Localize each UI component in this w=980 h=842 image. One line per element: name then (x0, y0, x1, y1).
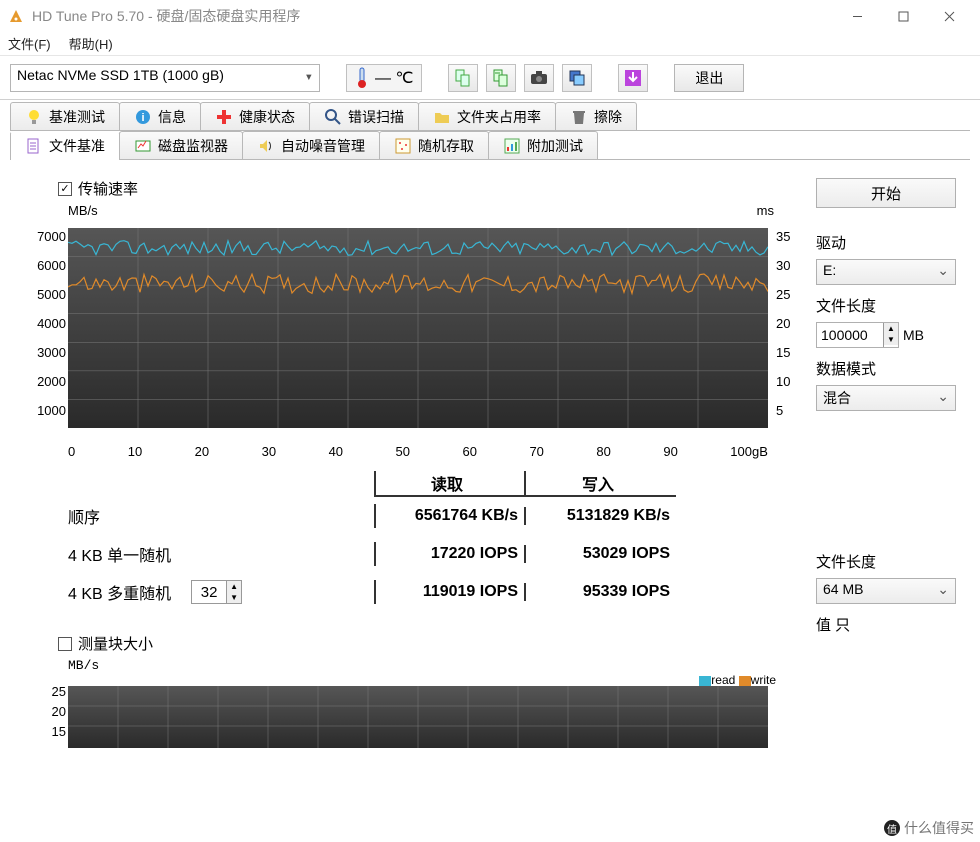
filelen-unit: MB (903, 327, 924, 343)
transfer-rate-checkbox-row: ✓ 传输速率 (58, 178, 804, 199)
blocksize-chart (68, 686, 768, 748)
transfer-chart (68, 228, 768, 428)
minimize-button[interactable] (834, 0, 880, 32)
y-right-unit: ms (757, 203, 774, 218)
result-row: 4 KB 多重随机▲▼119019 IOPS95339 IOPS (66, 573, 804, 611)
content: ✓ 传输速率 MB/s ms 7000600050004000300020001… (0, 160, 980, 178)
menu-help[interactable]: 帮助(H) (69, 34, 113, 53)
blocksize-checkbox-row: 测量块大小 (58, 633, 804, 654)
transfer-rate-label: 传输速率 (78, 178, 138, 199)
datamode-label: 数据模式 (816, 358, 966, 379)
y-right-ticks: 3530252015105 (776, 222, 804, 425)
exit-button[interactable]: 退出 (674, 64, 744, 92)
queue-depth-spinner[interactable]: ▲▼ (191, 580, 242, 604)
results-header-write: 写入 (526, 471, 676, 497)
tab-folderusage[interactable]: 文件夹占用率 (418, 102, 556, 130)
chart2-y-ticks: 252015 (38, 682, 66, 742)
start-button[interactable]: 开始 (816, 178, 956, 208)
queue-depth-input[interactable] (192, 581, 226, 603)
chart2-y-unit: MB/s (68, 658, 804, 673)
options-button[interactable] (562, 64, 592, 92)
left-column: ✓ 传输速率 MB/s ms 7000600050004000300020001… (14, 178, 804, 758)
result-row: 顺序6561764 KB/s5131829 KB/s (66, 497, 804, 535)
filelen-label: 文件长度 (816, 295, 966, 316)
titlebar: HD Tune Pro 5.70 - 硬盘/固态硬盘实用程序 (0, 0, 980, 32)
toolbar: Netac NVMe SSD 1TB (1000 gB) — ℃ 退出 (0, 56, 980, 100)
drive-select[interactable]: E: (816, 259, 956, 285)
speaker-icon (257, 137, 275, 155)
tab-aam[interactable]: 自动噪音管理 (242, 131, 380, 159)
close-button[interactable] (926, 0, 972, 32)
filelen-input[interactable] (817, 323, 883, 347)
blocksize-section: 测量块大小 MB/s read write 252015 (14, 633, 804, 758)
filelen2-label: 文件长度 (816, 551, 966, 572)
screenshot-button[interactable] (524, 64, 554, 92)
app-icon (8, 8, 24, 24)
window-title: HD Tune Pro 5.70 - 硬盘/固态硬盘实用程序 (32, 6, 300, 26)
result-row: 4 KB 单一随机17220 IOPS53029 IOPS (66, 535, 804, 573)
transfer-chart-area: 7000600050004000300020001000 35302520151… (14, 218, 804, 440)
tab-health[interactable]: 健康状态 (200, 102, 310, 130)
filelen2-select[interactable]: 64 MB (816, 578, 956, 604)
tab-filebenchmark[interactable]: 文件基准 (10, 131, 120, 159)
y-left-unit: MB/s (68, 203, 98, 218)
tab-diskmonitor[interactable]: 磁盘监视器 (119, 131, 243, 159)
plus-icon (215, 108, 233, 126)
value-label-partial: 值 只 (816, 614, 966, 635)
filebench-icon (25, 137, 43, 155)
magnify-icon (324, 108, 342, 126)
random-icon (394, 137, 412, 155)
disk-select-value: Netac NVMe SSD 1TB (1000 gB) (17, 67, 224, 83)
bulb-icon (25, 108, 43, 126)
results-table: 读取 写入 顺序6561764 KB/s5131829 KB/s4 KB 单一随… (66, 471, 804, 611)
filelen-spinner[interactable]: ▲▼ (816, 322, 899, 348)
disk-select[interactable]: Netac NVMe SSD 1TB (1000 gB) (10, 64, 320, 92)
y-left-ticks: 7000600050004000300020001000 (22, 222, 66, 425)
tabs: 基准测试 i信息 健康状态 错误扫描 文件夹占用率 擦除 文件基准 磁盘监视器 … (0, 100, 980, 160)
tab-row-2: 文件基准 磁盘监视器 自动噪音管理 随机存取 附加测试 (10, 131, 970, 160)
blocksize-chart-area: 252015 (14, 674, 804, 758)
right-sidebar: 开始 驱动 E: 文件长度 ▲▼ MB 数据模式 混合 文件长度 64 MB 值… (816, 178, 966, 641)
blocksize-label: 测量块大小 (78, 633, 153, 654)
transfer-rate-checkbox[interactable]: ✓ (58, 182, 72, 196)
results-header-read: 读取 (376, 471, 526, 497)
temperature-value: — ℃ (375, 68, 413, 88)
watermark: 值什么值得买 (884, 818, 974, 838)
save-button[interactable] (618, 64, 648, 92)
tab-errorscan[interactable]: 错误扫描 (309, 102, 419, 130)
temperature-display: — ℃ (346, 64, 422, 92)
svg-text:i: i (141, 112, 144, 124)
thermometer-icon (355, 67, 369, 89)
tab-benchmark[interactable]: 基准测试 (10, 102, 120, 130)
info-icon: i (134, 108, 152, 126)
filelen-field: ▲▼ MB (816, 322, 966, 348)
filelen-down[interactable]: ▼ (884, 334, 898, 345)
tab-row-1: 基准测试 i信息 健康状态 错误扫描 文件夹占用率 擦除 (10, 102, 970, 131)
copy-info-button[interactable] (448, 64, 478, 92)
copy-screenshot-button[interactable] (486, 64, 516, 92)
monitor-icon (134, 137, 152, 155)
folder-icon (433, 108, 451, 126)
maximize-button[interactable] (880, 0, 926, 32)
filelen-up[interactable]: ▲ (884, 323, 898, 334)
drive-label: 驱动 (816, 232, 966, 253)
tab-extratests[interactable]: 附加测试 (488, 131, 598, 159)
extra-icon (503, 137, 521, 155)
tab-randomaccess[interactable]: 随机存取 (379, 131, 489, 159)
datamode-select[interactable]: 混合 (816, 385, 956, 411)
x-ticks: 0102030405060708090100gB (68, 444, 768, 459)
tab-erase[interactable]: 擦除 (555, 102, 637, 130)
menu-file[interactable]: 文件(F) (8, 34, 51, 53)
tab-info[interactable]: i信息 (119, 102, 201, 130)
menubar: 文件(F) 帮助(H) (0, 32, 980, 56)
blocksize-checkbox[interactable] (58, 637, 72, 651)
trash-icon (570, 108, 588, 126)
